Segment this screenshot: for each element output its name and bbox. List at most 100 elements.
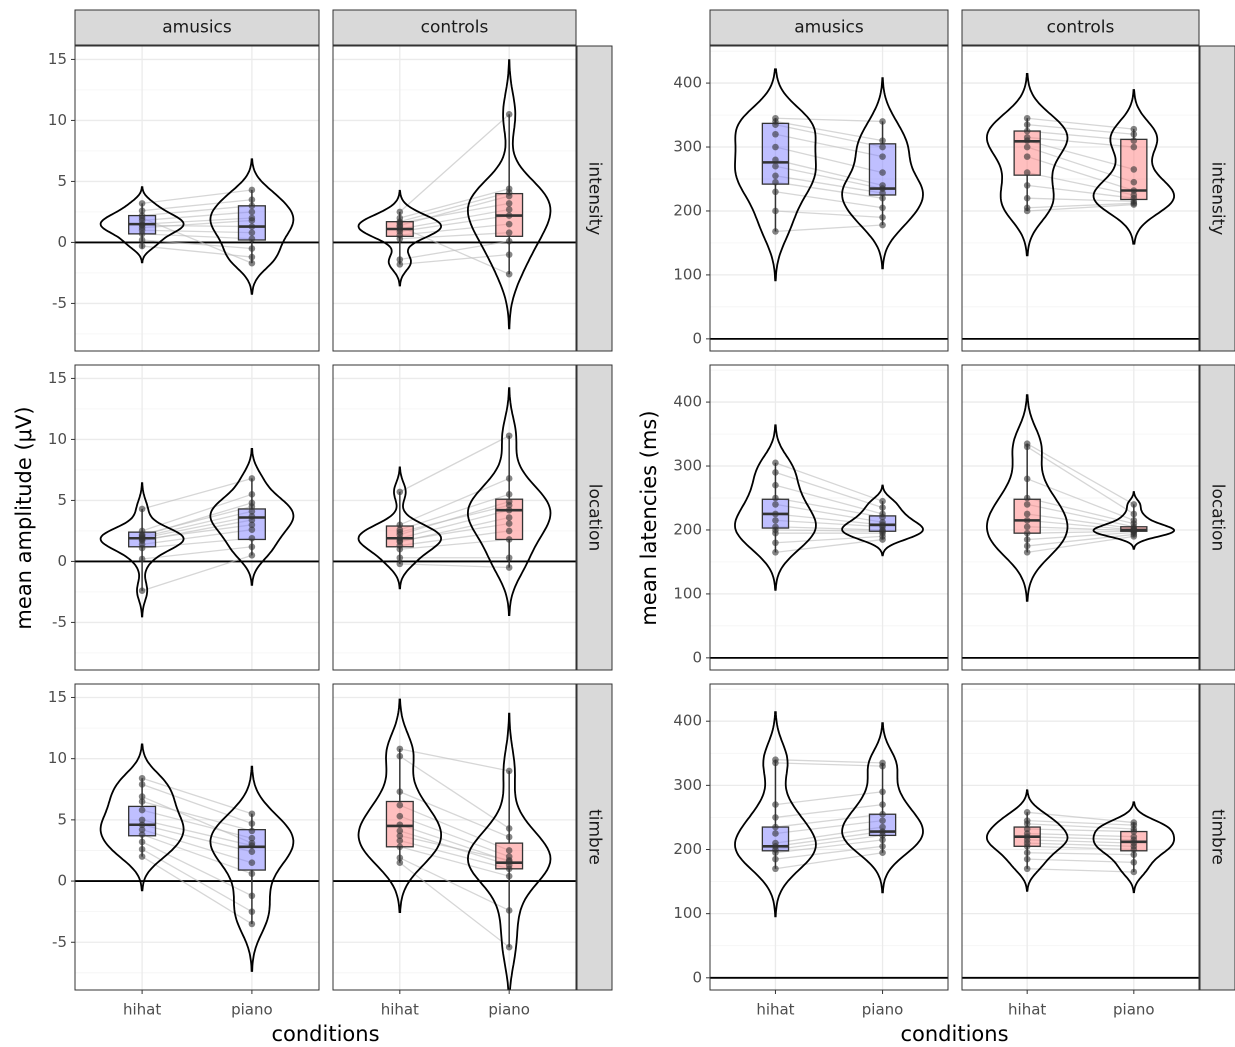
subject-line (399, 530, 510, 547)
subject-line (142, 524, 252, 541)
violin (99, 743, 185, 892)
point (138, 236, 146, 244)
point (1130, 533, 1138, 540)
point (248, 534, 256, 542)
point (138, 798, 146, 805)
panel (961, 683, 1200, 991)
point (1023, 153, 1031, 160)
violin (734, 424, 817, 591)
subject-line (399, 477, 510, 526)
point (879, 118, 886, 125)
point (396, 256, 404, 263)
point (138, 774, 146, 782)
point (248, 820, 256, 827)
point (396, 745, 404, 753)
panel-content (333, 365, 576, 670)
panel-border (74, 364, 320, 671)
subject-line (775, 529, 883, 532)
subject-line (399, 113, 510, 213)
subject-line (775, 535, 883, 544)
point (505, 856, 513, 864)
subject-line (1027, 203, 1134, 212)
subject-line (142, 205, 252, 217)
point (1023, 865, 1031, 873)
point (1023, 169, 1031, 176)
subject-line (142, 229, 252, 234)
point (396, 537, 404, 544)
panel-border (709, 683, 949, 991)
subject-line (399, 208, 510, 230)
point (505, 907, 513, 914)
point (505, 767, 513, 775)
point (772, 801, 779, 808)
violin (1092, 801, 1175, 894)
point (505, 847, 513, 854)
point (1023, 443, 1031, 451)
panel-content (75, 365, 319, 670)
point (138, 224, 146, 232)
panel-content (75, 684, 319, 990)
panel-content (962, 684, 1199, 990)
row-strip-label: location (585, 484, 605, 551)
y-tick-label: -5 (52, 933, 67, 951)
point (396, 801, 404, 809)
subject-line (399, 538, 510, 550)
x-tick-label: hihat (381, 1001, 419, 1019)
column-strip-label: amusics (162, 18, 232, 38)
point (879, 221, 886, 229)
point (1130, 851, 1138, 858)
point (879, 513, 886, 521)
point (248, 827, 256, 835)
point (772, 510, 779, 518)
point (248, 196, 256, 204)
subject-line (141, 217, 253, 264)
y-axis-title: mean amplitude (μV) (12, 406, 36, 629)
subject-line (399, 755, 510, 829)
y-tick-label: 200 (673, 520, 702, 538)
point (879, 810, 886, 818)
violin (734, 68, 817, 282)
subject-line (1027, 531, 1134, 541)
violin (1092, 491, 1176, 550)
point (505, 536, 513, 543)
subject-line (775, 124, 883, 148)
point (248, 526, 256, 533)
point (879, 497, 886, 505)
point (1023, 523, 1031, 531)
point (1023, 194, 1031, 202)
point (248, 920, 256, 928)
point (1023, 843, 1031, 850)
panel-border (332, 683, 577, 991)
point (772, 469, 779, 476)
point (396, 788, 404, 796)
panel (332, 683, 577, 991)
violin (1092, 89, 1176, 245)
point (505, 229, 513, 236)
point (396, 545, 404, 553)
point (248, 892, 256, 900)
subject-line (1026, 443, 1135, 505)
point (1130, 501, 1138, 508)
point (138, 821, 146, 829)
x-tick-label: piano (231, 1001, 273, 1019)
point (505, 527, 513, 535)
violin (209, 765, 295, 972)
point (1023, 143, 1031, 151)
y-tick-label: -5 (52, 294, 67, 312)
subject-line (141, 819, 253, 847)
panel-border (709, 364, 949, 671)
panel-border (332, 364, 577, 671)
point (248, 491, 256, 498)
point (396, 488, 404, 496)
point (138, 214, 146, 222)
point (248, 552, 256, 559)
panel-background (710, 46, 948, 351)
subject-line (775, 813, 883, 828)
point (396, 560, 404, 568)
violin (357, 698, 443, 913)
point (879, 169, 886, 176)
point (248, 834, 256, 842)
y-tick-label: 0 (692, 968, 702, 986)
panel (332, 45, 577, 352)
point (772, 162, 779, 170)
